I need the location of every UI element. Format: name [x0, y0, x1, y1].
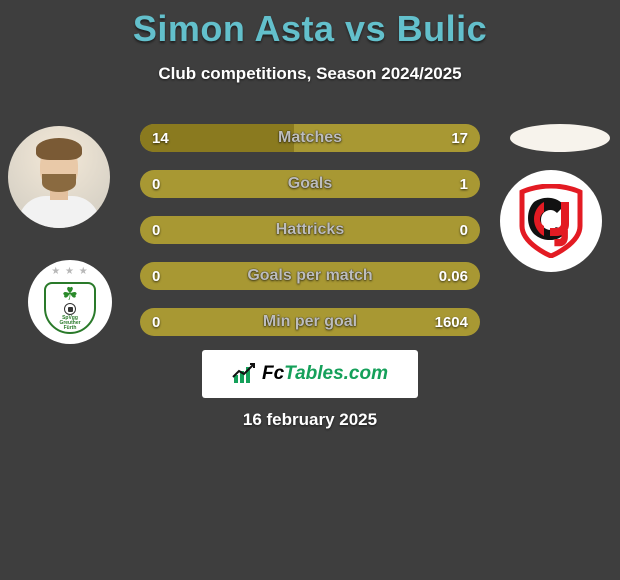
- stat-label: Matches: [140, 124, 480, 152]
- player-right-avatar: [510, 124, 610, 152]
- stat-label: Hattricks: [140, 216, 480, 244]
- player-left-avatar: [8, 126, 110, 228]
- stat-value-right: 1: [460, 170, 468, 198]
- stars-icon: ★ ★ ★: [51, 266, 88, 277]
- snapshot-date: 16 february 2025: [0, 410, 620, 430]
- clover-icon: ☘: [62, 285, 78, 303]
- stat-value-left: 14: [152, 124, 169, 152]
- stat-row: Min per goal0 1604: [140, 308, 480, 336]
- shield-icon: [518, 184, 584, 258]
- brand-text-right: Tables.com: [284, 363, 388, 384]
- club-left-text: SpVggGreutherFürth: [59, 316, 80, 331]
- stat-label: Goals: [140, 170, 480, 198]
- stat-label: Min per goal: [140, 308, 480, 336]
- stat-value-right: 1604: [435, 308, 468, 336]
- stat-value-left: 0: [152, 262, 160, 290]
- bars-icon: [232, 363, 256, 385]
- right-column: [510, 124, 610, 152]
- page-title: Simon Asta vs Bulic: [0, 0, 620, 50]
- stat-row: Goals0 1: [140, 170, 480, 198]
- stat-row: Goals per match0 0.06: [140, 262, 480, 290]
- shield-icon: ☘ SpVggGreutherFürth: [44, 282, 96, 334]
- stat-value-left: 0: [152, 308, 160, 336]
- stat-row: Hattricks0 0: [140, 216, 480, 244]
- ball-icon: [64, 303, 76, 315]
- brand-text-left: Fc: [262, 363, 284, 384]
- brand-text: FcTables.com: [262, 363, 388, 385]
- stat-value-right: 0: [460, 216, 468, 244]
- stats-bars: Matches1417Goals01Hattricks00Goals per m…: [140, 124, 480, 336]
- player-right-club-badge: [500, 170, 602, 272]
- brand-watermark: FcTables.com: [202, 350, 418, 398]
- player-left-club-badge: ★ ★ ★ ☘ SpVggGreutherFürth: [28, 260, 112, 344]
- stat-row: Matches14 17: [140, 124, 480, 152]
- stat-value-left: 0: [152, 170, 160, 198]
- left-column: [8, 126, 110, 228]
- stat-label: Goals per match: [140, 262, 480, 290]
- page-subtitle: Club competitions, Season 2024/2025: [0, 64, 620, 84]
- stat-value-left: 0: [152, 216, 160, 244]
- stat-value-right: 0.06: [439, 262, 468, 290]
- stat-value-right: 17: [451, 124, 468, 152]
